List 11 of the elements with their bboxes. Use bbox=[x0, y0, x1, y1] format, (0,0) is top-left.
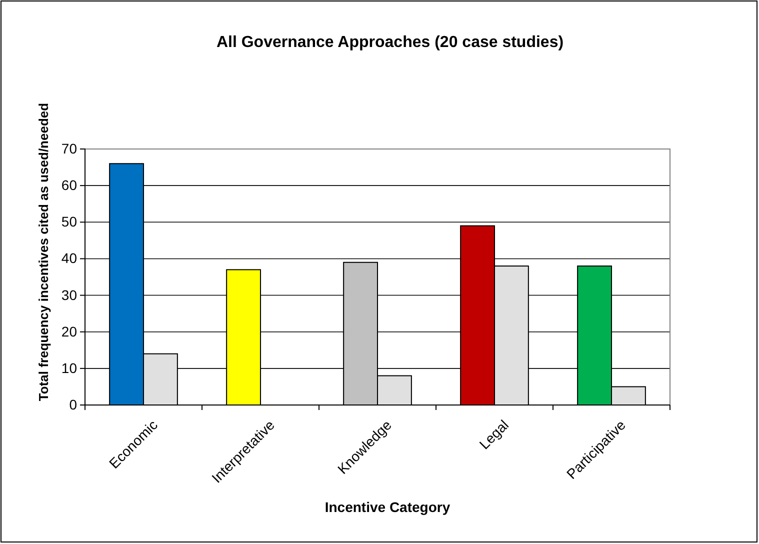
y-tick-label: 10 bbox=[61, 360, 78, 376]
chart-title: All Governance Approaches (20 case studies) bbox=[216, 34, 564, 51]
y-tick-label: 40 bbox=[61, 250, 78, 266]
y-tick-label: 70 bbox=[61, 140, 78, 156]
y-tick-label: 20 bbox=[61, 323, 78, 340]
y-tick-label: 0 bbox=[69, 396, 78, 412]
y-tick-label: 50 bbox=[61, 214, 78, 230]
y-tick-label: 30 bbox=[61, 286, 78, 303]
y-axis-title: Total frequency incentives cited as used/needed bbox=[36, 102, 51, 402]
x-axis-title: Incentive Category bbox=[324, 499, 450, 515]
y-tick-label: 60 bbox=[61, 177, 78, 194]
